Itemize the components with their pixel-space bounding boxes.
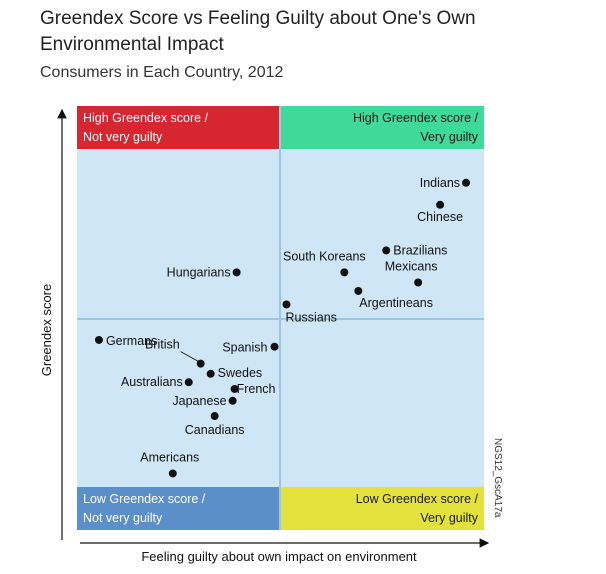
chart-subtitle: Consumers in Each Country, 2012 — [40, 64, 284, 81]
quadrant-dividers — [77, 106, 484, 530]
point-label-indians: Indians — [420, 176, 460, 190]
british-leader-line — [180, 351, 199, 362]
point-label-french: French — [237, 382, 276, 396]
point-label-swedes: Swedes — [218, 366, 262, 380]
point-label-british: British — [145, 338, 180, 352]
chart-title: Greendex Score vs Feeling Guilty about O… — [40, 8, 476, 55]
point-argentineans — [354, 286, 363, 295]
quadrant-top-left-label-line2: Not very guilty — [83, 130, 163, 144]
point-spanish — [270, 342, 279, 351]
quadrant-top-right-label-line1: High Greendex score / — [353, 111, 479, 125]
quadrant-top-left-label-line1: High Greendex score / — [83, 111, 209, 125]
point-swedes — [206, 369, 215, 378]
source-code: NGS12_GscA17a — [492, 438, 503, 518]
point-label-americans: Americans — [140, 450, 199, 464]
quadrant-bottom-left-band — [77, 487, 280, 530]
y-axis-label: Greendex score — [39, 284, 54, 377]
point-hungarians — [232, 268, 241, 277]
point-label-brazilians: Brazilians — [393, 243, 447, 257]
point-label-mexicans: Mexicans — [385, 260, 438, 274]
point-japanese — [228, 396, 237, 405]
point-label-russians: Russians — [285, 310, 336, 324]
point-label-hungarians: Hungarians — [167, 265, 231, 279]
quadrant-top-right-label-line2: Very guilty — [420, 130, 478, 144]
point-label-canadians: Canadians — [185, 423, 245, 437]
quadrant-bottom-right-label-line2: Very guilty — [420, 511, 478, 525]
point-south-koreans — [340, 268, 349, 277]
x-axis-label: Feeling guilty about own impact on envir… — [141, 549, 417, 564]
point-americans — [168, 469, 177, 478]
point-canadians — [210, 412, 219, 421]
point-label-japanese: Japanese — [172, 394, 226, 408]
quadrant-top-right-band — [280, 106, 484, 149]
point-label-spanish: Spanish — [222, 341, 267, 355]
point-french — [230, 384, 239, 393]
point-label-chinese: Chinese — [417, 210, 463, 224]
quadrant-top-left-band — [77, 106, 280, 149]
point-label-argentineans: Argentineans — [359, 296, 433, 310]
data-points: Indians Chinese Brazilians South Koreans Mex… — [94, 176, 471, 478]
quadrant-bottom-left-label-line2: Not very guilty — [83, 511, 163, 525]
point-russians — [282, 300, 291, 309]
point-indians — [462, 178, 471, 187]
point-label-australians: Australians — [121, 375, 183, 389]
point-australians — [184, 378, 193, 387]
point-mexicans — [414, 278, 423, 287]
point-label-germans: Germans — [106, 334, 157, 348]
point-chinese — [436, 200, 445, 209]
quadrant-headers: High Greendex score / Not very guilty High… — [77, 106, 484, 530]
quadrant-bottom-right-label-line1: Low Greendex score / — [356, 492, 479, 506]
quadrant-bottom-left-label-line1: Low Greendex score / — [83, 492, 206, 506]
quadrant-bottom-right-band — [280, 487, 484, 530]
point-germans — [94, 335, 103, 344]
point-brazilians — [382, 246, 391, 255]
point-label-south-koreans: South Koreans — [283, 249, 366, 263]
